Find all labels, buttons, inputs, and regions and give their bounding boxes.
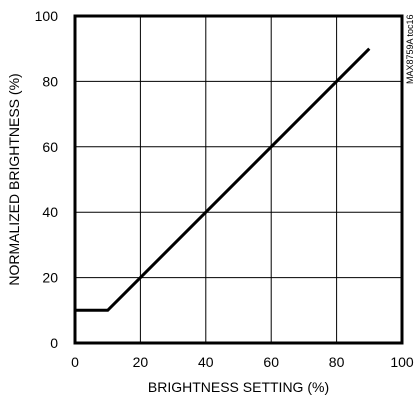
x-tick-label-100: 100 bbox=[390, 354, 414, 370]
y-tick-label-60: 60 bbox=[42, 139, 58, 155]
y-tick-label-100: 100 bbox=[35, 8, 59, 24]
x-tick-label-20: 20 bbox=[133, 354, 149, 370]
y-axis-label: NORMALIZED BRIGHTNESS (%) bbox=[6, 73, 22, 285]
y-tick-label-20: 20 bbox=[42, 270, 58, 286]
x-tick-labels: 0 20 40 60 80 100 bbox=[71, 354, 414, 370]
x-tick-label-80: 80 bbox=[329, 354, 345, 370]
series-layer bbox=[75, 47, 371, 312]
x-axis-label: BRIGHTNESS SETTING (%) bbox=[148, 379, 329, 395]
plot-frame bbox=[73, 14, 404, 345]
y-tick-labels: 0 20 40 60 80 100 bbox=[35, 8, 59, 351]
x-tick-label-40: 40 bbox=[198, 354, 214, 370]
series-line-0 bbox=[75, 47, 371, 312]
y-tick-label-0: 0 bbox=[50, 335, 58, 351]
y-tick-label-80: 80 bbox=[42, 73, 58, 89]
y-tick-label-40: 40 bbox=[42, 204, 58, 220]
x-tick-label-60: 60 bbox=[263, 354, 279, 370]
figure-id-note: MAX8759A toc16 bbox=[405, 14, 415, 84]
grid bbox=[75, 16, 402, 343]
x-tick-label-0: 0 bbox=[71, 354, 79, 370]
